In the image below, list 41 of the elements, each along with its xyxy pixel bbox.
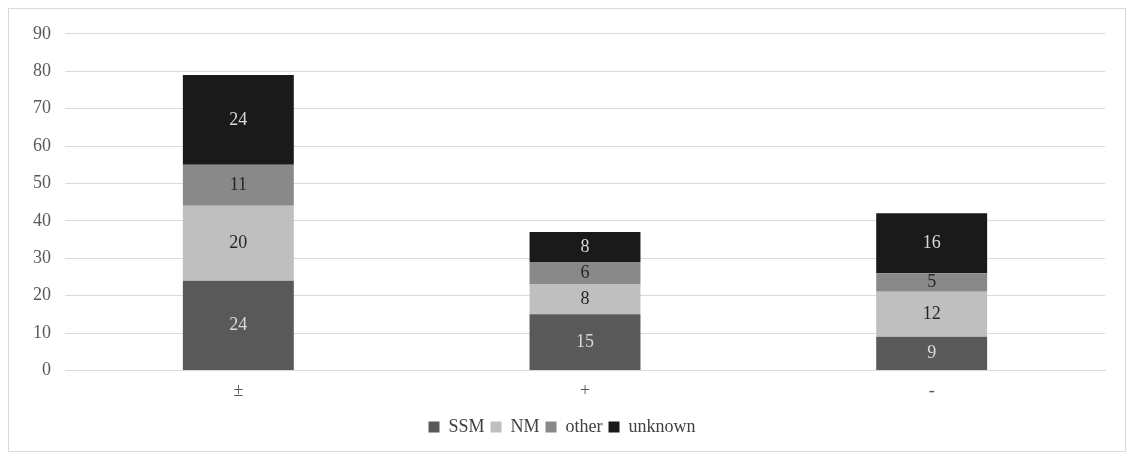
bar bbox=[182, 74, 294, 165]
y-tick-label: 70 bbox=[33, 97, 51, 118]
data-label: 5 bbox=[927, 271, 937, 292]
bar bbox=[876, 336, 988, 370]
y-tick-label: 60 bbox=[33, 134, 51, 155]
y-tick-label: 50 bbox=[33, 172, 51, 193]
bar bbox=[529, 314, 641, 370]
y-tick-label: 80 bbox=[33, 59, 51, 80]
y-tick-label: 10 bbox=[33, 321, 51, 342]
bar bbox=[529, 232, 641, 262]
y-tick-label: 40 bbox=[33, 209, 51, 230]
x-tick-label: - bbox=[928, 379, 935, 400]
data-label: 11 bbox=[229, 174, 248, 194]
bar bbox=[529, 284, 641, 315]
data-label: 12 bbox=[922, 303, 941, 324]
data-label: 16 bbox=[922, 231, 941, 252]
y-tick-label: 90 bbox=[33, 22, 51, 43]
bar bbox=[182, 280, 294, 370]
data-label: 20 bbox=[229, 231, 248, 252]
data-label: 8 bbox=[580, 288, 590, 309]
data-label: 9 bbox=[927, 342, 937, 363]
bar bbox=[876, 273, 988, 292]
bar bbox=[876, 213, 988, 274]
legend-label: other bbox=[565, 415, 603, 436]
legend-label: SSM bbox=[448, 415, 485, 436]
x-tick-label: ± bbox=[233, 379, 244, 400]
bar bbox=[529, 261, 641, 285]
bar bbox=[876, 291, 988, 337]
data-label: 8 bbox=[580, 235, 590, 256]
x-tick-label: + bbox=[579, 379, 591, 400]
data-label: 24 bbox=[229, 314, 248, 334]
legend-label: unknown bbox=[628, 415, 696, 436]
data-label: 6 bbox=[580, 261, 590, 282]
y-tick-label: 30 bbox=[33, 246, 51, 267]
bar bbox=[182, 164, 294, 206]
data-label: 15 bbox=[576, 330, 594, 351]
data-label: 24 bbox=[229, 108, 248, 129]
bar bbox=[182, 205, 294, 281]
legend-label: NM bbox=[510, 415, 540, 436]
y-tick-label: 0 bbox=[42, 359, 51, 380]
y-tick-label: 20 bbox=[33, 284, 51, 305]
